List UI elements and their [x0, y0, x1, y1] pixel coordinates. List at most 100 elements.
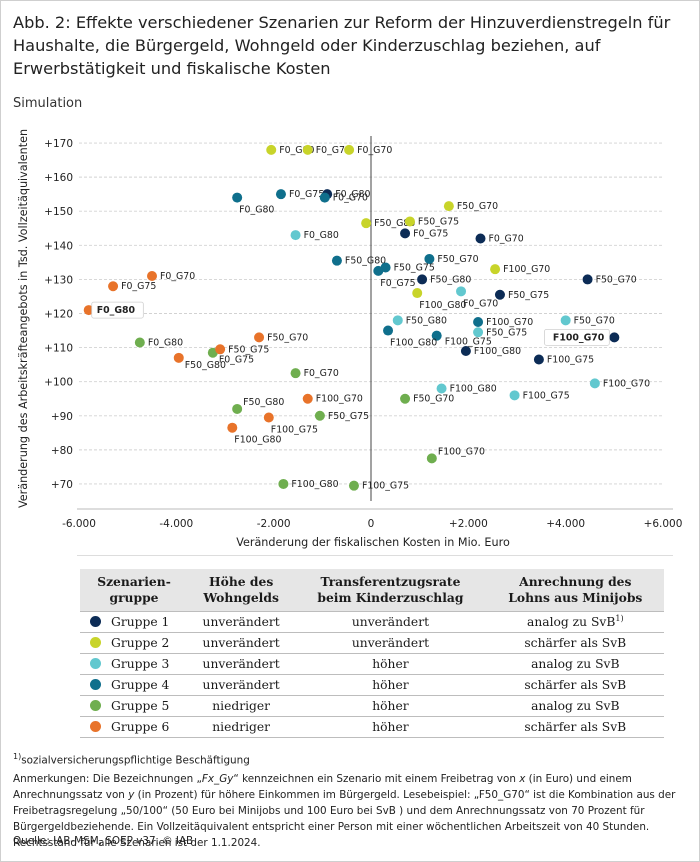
group-name: Gruppe 6: [111, 720, 170, 734]
point-group-4: [383, 325, 394, 336]
header-scenario-group-text: Szenarien- gruppe: [97, 574, 171, 605]
point-group-3: [456, 286, 467, 297]
y-tick-label: +160: [44, 172, 73, 184]
group-name: Gruppe 4: [111, 678, 170, 692]
point-group-4: [424, 253, 435, 264]
minijob-cell: analog zu SvB: [486, 653, 664, 675]
point-label: F50_G75: [486, 327, 527, 338]
group-name: Gruppe 2: [111, 636, 170, 650]
notes: Anmerkungen: Die Bezeichnungen „Fx_Gy“ k…: [13, 771, 689, 851]
legend-row: Gruppe 2 unverändert unverändert schärfer a…: [80, 632, 664, 654]
point-label: F50_G75: [394, 262, 435, 273]
y-tick-label: +140: [44, 240, 73, 252]
header-kinderzuschlag: Transferentzugsrate beim Kinderzuschlag: [294, 569, 487, 612]
minijob-text: analog zu SvB: [531, 699, 620, 714]
point-group-5: [426, 453, 437, 464]
y-tick-label: +170: [44, 138, 73, 150]
legend-row: Gruppe 4 unverändert höher schärfer als SvB: [80, 674, 664, 696]
header-wohngeld-text: Höhe des Wohngelds: [203, 574, 279, 605]
point-label: F100_G70: [486, 317, 533, 328]
point-group-1: [400, 228, 411, 239]
point-label: F100_G75: [362, 481, 409, 492]
point-label: F100_G70: [316, 394, 363, 405]
group-cell: Gruppe 5: [80, 695, 188, 717]
point-label: F100_G80: [291, 479, 338, 490]
point-label: F50_G70: [267, 332, 308, 343]
legend-row: Gruppe 1 unverändert unverändert analog zu …: [80, 611, 664, 633]
point-label: F100_G75: [547, 355, 594, 366]
point-label: F50_G80: [345, 256, 386, 267]
kinderzuschlag-cell: höher: [294, 674, 487, 696]
figure-subtitle: Simulation: [13, 96, 83, 111]
point-label: F100_G80: [234, 435, 281, 446]
point-label: F0_G70: [463, 298, 498, 309]
y-tick-label: +90: [51, 411, 73, 423]
notes-x: x: [519, 773, 526, 785]
kinderzuschlag-cell: unverändert: [294, 632, 487, 654]
scatter-chart: +70 +80 +90 +100 +110 +120 +130 +140 +150 +160 +17…: [17, 129, 682, 556]
header-minijobs: Anrechnung des Lohns aus Minijobs: [486, 569, 664, 612]
wohngeld-cell: niedriger: [188, 716, 295, 738]
point-group-1: [460, 346, 471, 356]
minijob-cell: schärfer als SvB: [486, 716, 664, 738]
point-label: F100_G75: [271, 424, 318, 435]
highlight-label-box: [544, 328, 610, 346]
footnote: 1)sozialversicherungspflichtige Beschäft…: [13, 752, 250, 766]
point-label: F50_G70: [437, 254, 478, 265]
minijob-text: analog zu SvB: [531, 657, 620, 672]
y-tick-label: +130: [44, 274, 73, 286]
point-label: F100_G80: [419, 300, 466, 311]
point-group-3: [290, 230, 301, 241]
point-group-2: [361, 218, 372, 229]
point-group-6: [147, 271, 157, 281]
point-group-1: [609, 332, 620, 343]
point-group-1: [417, 274, 428, 285]
point-label: F0_G75: [289, 189, 324, 200]
point-label: F0_G80: [148, 337, 183, 348]
legend-header-row: Szenarien- gruppe Höhe des Wohngelds Tra…: [80, 569, 664, 612]
wohngeld-cell: unverändert: [188, 611, 295, 633]
group-color-dot: [90, 700, 101, 711]
y-tick-label: +120: [44, 309, 73, 321]
point-group-4: [373, 265, 384, 276]
legend-row: Gruppe 5 niedriger höher analog zu SvB: [80, 695, 664, 717]
point-group-4: [232, 192, 243, 203]
point-label: F50_G80: [185, 360, 226, 371]
group-cell: Gruppe 2: [80, 632, 188, 654]
scenario-legend-table: Szenarien- gruppe Höhe des Wohngelds Tra…: [80, 569, 664, 738]
minijob-cell: analog zu SvB1): [486, 611, 664, 633]
point-group-6: [83, 305, 94, 316]
group-cell: Gruppe 1: [80, 611, 188, 633]
point-group-4: [473, 317, 484, 328]
y-tick-label: +100: [44, 377, 73, 389]
point-label: F0_G70: [160, 271, 195, 282]
x-tick-label: 0: [368, 518, 375, 530]
point-label: F0_G80: [335, 189, 370, 200]
source-line: Quelle: IAB-MSM, SOEP v37. © IAB: [13, 835, 194, 847]
footnote-text: sozialversicherungspflichtige Beschäftig…: [21, 754, 250, 767]
x-axis-title: Veränderung der fiskalischen Kosten in M…: [236, 536, 510, 549]
x-tick-label: -4.000: [159, 518, 193, 530]
y-tick-label: +110: [44, 343, 73, 355]
point-label: F50_G75: [328, 411, 369, 422]
point-label: F50_G75: [228, 344, 269, 355]
group-color-dot: [90, 679, 101, 690]
point-group-4: [431, 330, 442, 341]
point-group-3: [436, 383, 447, 394]
minijob-text: schärfer als SvB: [524, 636, 627, 651]
point-label: F0_G75: [413, 228, 448, 239]
point-group-3: [392, 315, 403, 326]
point-label: F0_G75: [316, 145, 351, 156]
point-group-2: [404, 216, 415, 227]
point-label: F50_G80: [430, 274, 471, 285]
minijob-text: schärfer als SvB: [524, 678, 627, 693]
point-group-6: [302, 393, 313, 404]
point-group-5: [278, 478, 289, 489]
notes-fx-gy: Fx_Gy: [201, 773, 234, 785]
point-group-2: [490, 264, 501, 275]
point-group-1: [475, 233, 486, 244]
minijob-cell: schärfer als SvB: [486, 674, 664, 696]
wohngeld-cell: niedriger: [188, 695, 295, 717]
point-label: F50_G70: [457, 201, 498, 212]
point-group-3: [560, 315, 571, 326]
